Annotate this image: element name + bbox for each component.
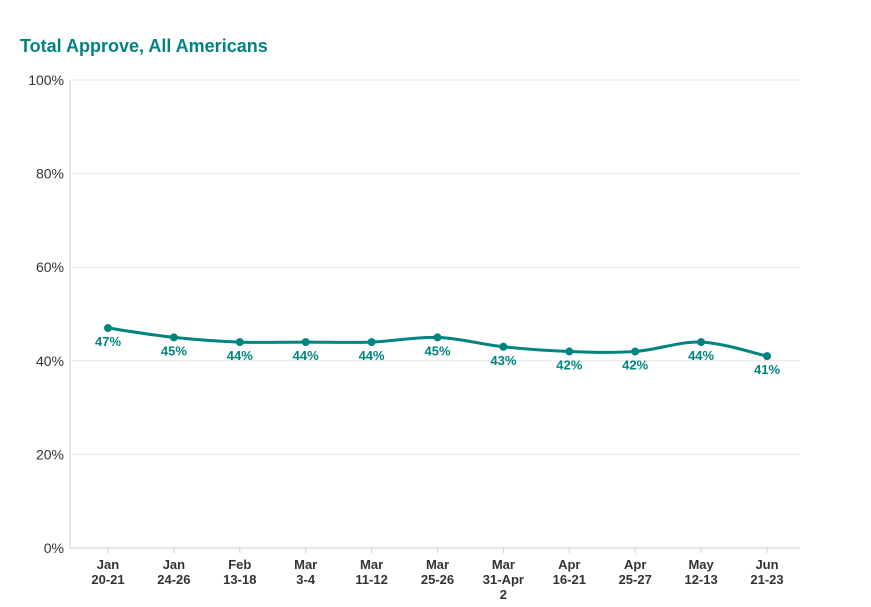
- data-point: [565, 347, 574, 356]
- x-tick-label: Apr 25-27: [619, 557, 652, 587]
- x-tick-label: Mar 31-Apr 2: [483, 557, 524, 602]
- y-tick-label: 100%: [28, 72, 64, 88]
- x-tick-label-line: 24-26: [157, 572, 190, 587]
- data-label: 47%: [95, 334, 121, 349]
- grid-lines: [70, 79, 800, 549]
- x-tick-label: Jan 20-21: [91, 557, 124, 587]
- data-point: [631, 347, 640, 356]
- x-tick-label-line: 16-21: [553, 572, 586, 587]
- data-label: 43%: [490, 353, 516, 368]
- x-tick-label-line: 25-26: [421, 572, 454, 587]
- data-point: [367, 338, 376, 347]
- x-tick-label: Mar 3-4: [294, 557, 317, 587]
- data-label: 44%: [293, 348, 319, 363]
- y-axis-ticks: 0% 20% 40% 60% 80% 100%: [28, 72, 64, 556]
- x-tick-label-line: Jan: [163, 557, 185, 572]
- x-tick-label-line: 12-13: [684, 572, 717, 587]
- data-point: [433, 333, 442, 342]
- data-label: 41%: [754, 362, 780, 377]
- data-point: [169, 333, 178, 342]
- data-label: 45%: [424, 343, 450, 358]
- x-tick-label-line: Jun: [755, 557, 778, 572]
- x-tick-label-line: Apr: [624, 557, 646, 572]
- series: [104, 324, 771, 361]
- data-label: 42%: [622, 357, 648, 372]
- data-label: 45%: [161, 343, 187, 358]
- x-tick-label: Apr 16-21: [553, 557, 586, 587]
- x-tick-label: Feb 13-18: [223, 557, 256, 587]
- data-label: 44%: [227, 348, 253, 363]
- axes: [69, 80, 800, 553]
- y-tick-label: 0%: [44, 540, 64, 556]
- x-tick-label-line: 25-27: [619, 572, 652, 587]
- x-tick-label-line: 13-18: [223, 572, 256, 587]
- data-point: [697, 338, 706, 347]
- x-tick-label: Mar 25-26: [421, 557, 454, 587]
- y-tick-label: 60%: [36, 259, 64, 275]
- data-label: 44%: [359, 348, 385, 363]
- data-point: [104, 324, 112, 333]
- x-tick-label-line: May: [688, 557, 714, 572]
- y-tick-label: 40%: [36, 353, 64, 369]
- x-tick-label-line: 31-Apr: [483, 572, 524, 587]
- chart-title: Total Approve, All Americans: [20, 36, 268, 56]
- data-point: [301, 338, 310, 347]
- x-tick-label: Mar 11-12: [355, 557, 388, 587]
- x-tick-label-line: Mar: [492, 557, 515, 572]
- data-label: 42%: [556, 357, 582, 372]
- x-tick-label-line: 21-23: [750, 572, 783, 587]
- x-tick-label: Jun 21-23: [750, 557, 783, 587]
- y-tick-label: 80%: [36, 166, 64, 182]
- x-tick-label-line: Mar: [426, 557, 449, 572]
- x-tick-label-line: Apr: [558, 557, 580, 572]
- x-tick-label-line: 2: [500, 587, 507, 602]
- x-tick-label-line: 11-12: [355, 572, 388, 587]
- data-label: 44%: [688, 348, 714, 363]
- x-tick-label-line: Feb: [228, 557, 251, 572]
- x-tick-label: Jan 24-26: [157, 557, 190, 587]
- data-labels: 47% 45% 44% 44% 44% 45% 43% 42% 42% 44% 41%: [95, 334, 780, 377]
- x-tick-label-line: Jan: [97, 557, 119, 572]
- x-tick-label-line: Mar: [360, 557, 383, 572]
- data-point: [763, 352, 771, 361]
- y-tick-label: 20%: [36, 446, 64, 462]
- data-point: [235, 338, 244, 347]
- data-point: [499, 342, 508, 351]
- x-tick-label-line: 3-4: [296, 572, 316, 587]
- x-tick-label-line: 20-21: [91, 572, 124, 587]
- x-tick-label: May 12-13: [684, 557, 717, 587]
- x-tick-label-line: Mar: [294, 557, 317, 572]
